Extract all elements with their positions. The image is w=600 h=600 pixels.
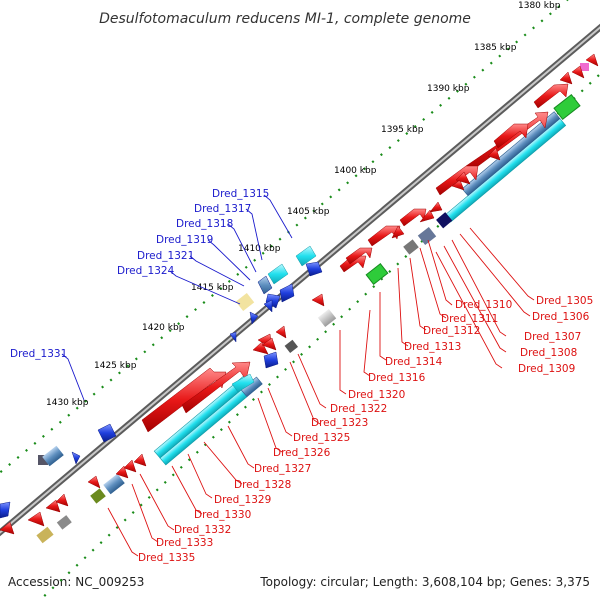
gene-label: Dred_1333 [156,537,213,549]
tick-label: 1380 kbp [518,1,561,11]
tick-label: 1425 kbp [94,361,137,371]
forward-label-lines [61,194,293,401]
gene-label: Dred_1331 [10,348,67,360]
gene-label: Dred_1329 [214,494,271,506]
tick-label: 1390 kbp [427,84,470,94]
accession-text: Accession: NC_009253 [8,575,144,589]
gene-label: Dred_1307 [524,331,581,343]
reverse-label-lines [107,227,535,557]
gene-label: Dred_1335 [138,552,195,564]
green-feature [36,63,589,544]
gene-label: Dred_1308 [520,347,577,359]
tick-label: 1385 kbp [474,43,517,53]
forward-genes [0,245,323,519]
gene-label: Dred_1310 [455,299,512,311]
steel-feature-band-2 [436,111,567,229]
gene-label: Dred_1328 [234,479,291,491]
grey-features [38,226,437,530]
tick-label: 1400 kbp [334,166,377,176]
tick-label: 1395 kbp [381,125,424,135]
reverse-ring [39,72,600,600]
gene-label: Dred_1311 [441,313,498,325]
gene-label: Dred_1309 [518,363,575,375]
map-title: Desulfotomaculum reducens MI-1, complete… [99,11,471,27]
gene-label: Dred_1316 [368,372,426,384]
gene-label: Dred_1314 [385,356,443,368]
gene-label: Dred_1325 [293,432,350,444]
genome-backbone [0,23,600,537]
tick-labels: 1380 kbp 1385 kbp 1390 kbp 1395 kbp 1400… [46,1,561,408]
gene-label: Dred_1320 [348,389,405,401]
steel-feature-band [153,373,263,466]
tick-ring [0,0,569,474]
gene-label: Dred_1318 [176,218,233,230]
gene-label: Dred_1306 [532,311,590,323]
tick-label: 1430 kbp [46,398,89,408]
gene-label: Dred_1321 [137,250,194,262]
gene-label: Dred_1326 [273,447,331,459]
tick-label: 1405 kbp [287,207,330,217]
gene-label: Dred_1319 [156,234,213,246]
gene-label: Dred_1324 [117,265,175,277]
forward-labels: Dred_1315 Dred_1317 Dred_1318 Dred_1319 … [10,188,269,360]
tick-label: 1415 kbp [191,283,234,293]
gene-label: Dred_1327 [254,463,311,475]
genome-stats-text: Topology: circular; Length: 3,608,104 bp… [259,575,590,589]
gene-label: Dred_1317 [194,203,251,215]
gene-label: Dred_1305 [536,295,593,307]
gene-label: Dred_1323 [311,417,368,429]
reverse-labels: Dred_1305 Dred_1306 Dred_1307 Dred_1308 … [138,295,593,564]
gene-label: Dred_1312 [423,325,480,337]
gene-label: Dred_1313 [404,341,461,353]
gene-label: Dred_1315 [212,188,269,200]
tick-label: 1420 kbp [142,323,185,333]
gene-label: Dred_1330 [194,509,251,521]
gene-label: Dred_1332 [174,524,231,536]
reverse-genes [0,53,599,535]
gene-label: Dred_1322 [330,403,387,415]
